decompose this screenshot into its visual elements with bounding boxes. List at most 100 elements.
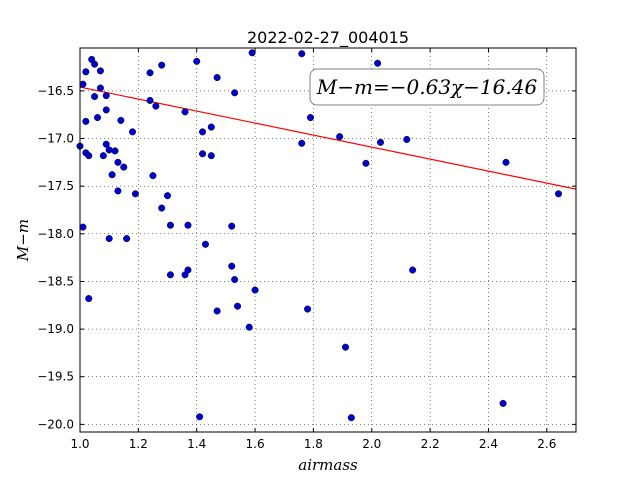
data-point [199, 150, 207, 158]
data-point [114, 187, 122, 195]
y-tick-label: −19.5 [37, 370, 74, 384]
data-point [251, 286, 259, 294]
plot-area [80, 48, 576, 432]
data-point [184, 266, 192, 274]
data-point [245, 323, 253, 331]
x-axis-label: airmass [298, 456, 358, 474]
y-tick-label: −19.0 [37, 322, 74, 336]
data-point [131, 190, 139, 198]
data-point [114, 158, 122, 166]
equation-annotation: M−m=−0.63χ−16.46 [309, 68, 545, 106]
data-point [207, 152, 215, 160]
annotation-text: M−m=−0.63χ−16.46 [316, 75, 538, 99]
data-point [298, 50, 306, 58]
data-point [91, 93, 99, 101]
data-point [79, 80, 87, 88]
data-point [164, 192, 172, 200]
x-tick-label: 1.8 [304, 437, 323, 451]
data-point [102, 92, 110, 100]
x-tick-label: 1.6 [246, 437, 265, 451]
data-point [374, 59, 382, 67]
data-point [166, 221, 174, 229]
data-point [99, 152, 107, 160]
data-point [181, 108, 189, 116]
y-tick-label: −20.0 [37, 417, 74, 431]
data-point [82, 117, 90, 125]
data-point [196, 413, 204, 421]
x-tick-label: 2.4 [479, 437, 498, 451]
data-point [499, 399, 507, 407]
y-axis-label: M−m [14, 219, 32, 262]
data-points [76, 49, 562, 422]
data-point [228, 222, 236, 230]
data-point [304, 305, 312, 313]
data-point [158, 204, 166, 212]
y-tick-label: −16.5 [37, 84, 74, 98]
data-point [108, 171, 116, 179]
x-tick-label: 1.2 [129, 437, 148, 451]
x-axis-ticks: 1.0 1.2 1.4 1.6 1.8 2.0 2.2 2.4 2.6 [70, 48, 556, 451]
y-tick-label: −17.0 [37, 132, 74, 146]
data-point [362, 159, 370, 167]
y-tick-label: −18.0 [37, 227, 74, 241]
data-point [111, 147, 119, 155]
data-point [502, 158, 510, 166]
x-tick-label: 2.2 [421, 437, 440, 451]
data-point [199, 128, 207, 136]
data-point [82, 68, 90, 76]
fit-line-group [79, 86, 577, 190]
data-point [146, 69, 154, 77]
data-point [347, 414, 355, 422]
data-point [554, 190, 562, 198]
data-point [85, 152, 93, 160]
x-tick-label: 2.0 [362, 437, 381, 451]
data-point [166, 271, 174, 279]
data-point [403, 135, 411, 143]
data-point [102, 140, 110, 148]
x-tick-label: 1.0 [70, 437, 89, 451]
data-point [146, 96, 154, 104]
x-tick-label: 2.6 [537, 437, 556, 451]
data-point [306, 114, 314, 122]
data-point [298, 139, 306, 147]
x-tick-label: 1.4 [187, 437, 206, 451]
data-point [94, 114, 102, 122]
data-point [129, 128, 137, 136]
data-point [102, 106, 110, 114]
data-point [123, 235, 131, 243]
data-point [193, 57, 201, 65]
data-point [207, 123, 215, 131]
data-point [79, 223, 87, 231]
data-point [231, 276, 239, 284]
data-point [91, 60, 99, 68]
data-point [234, 302, 242, 310]
data-point [105, 146, 113, 154]
data-point [184, 221, 192, 229]
y-tick-label: −18.5 [37, 274, 74, 288]
y-tick-label: −17.5 [37, 179, 74, 193]
data-point [85, 295, 93, 303]
data-point [336, 133, 344, 141]
axes-border [79, 47, 577, 433]
data-point [158, 61, 166, 69]
data-point [96, 84, 104, 92]
data-point [213, 307, 221, 315]
fit-line [79, 86, 577, 190]
data-point [248, 49, 256, 57]
data-point [105, 235, 113, 243]
y-axis-ticks: −16.5 −17.0 −17.5 −18.0 −18.5 −19.0 −19.5 −20.0 [37, 84, 576, 431]
data-point [96, 67, 104, 75]
data-point [228, 262, 236, 270]
data-point [152, 102, 160, 110]
data-point [409, 266, 417, 274]
chart-title: 2022-02-27_004015 [247, 28, 409, 48]
annotation-box [309, 68, 545, 106]
axes-frame [79, 47, 577, 433]
data-point [120, 163, 128, 171]
data-point [342, 343, 350, 351]
data-point [231, 89, 239, 97]
data-point [377, 138, 385, 146]
data-point [201, 240, 209, 248]
data-point [117, 116, 125, 124]
